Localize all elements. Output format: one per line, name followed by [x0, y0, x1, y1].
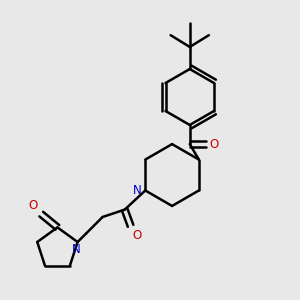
Text: O: O — [209, 138, 219, 151]
Text: O: O — [28, 199, 38, 212]
Text: N: N — [133, 184, 142, 197]
Text: N: N — [72, 244, 80, 256]
Text: O: O — [132, 230, 141, 242]
